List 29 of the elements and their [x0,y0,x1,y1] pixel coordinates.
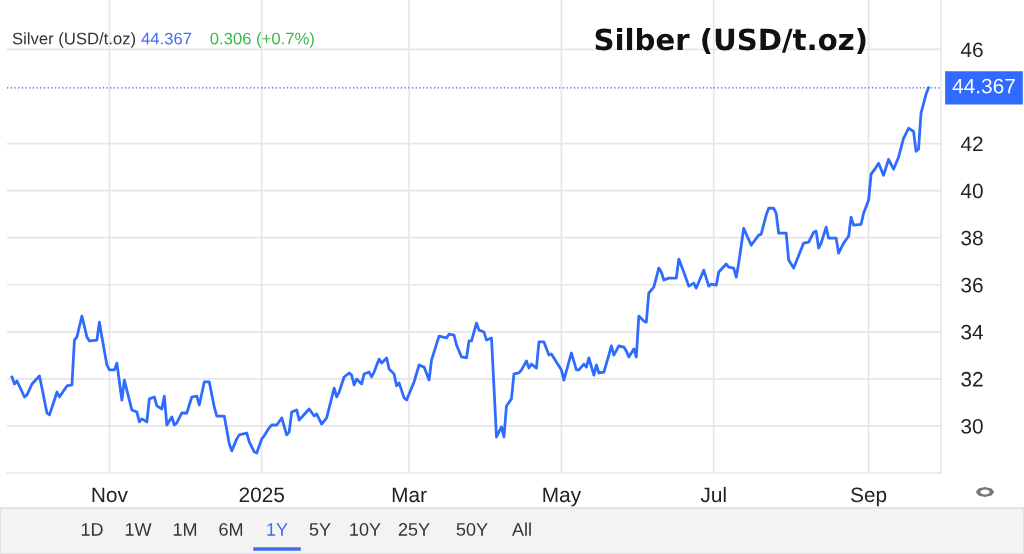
ref-line-label: 44.367 [952,78,1015,94]
text: 1D [81,523,103,536]
annotation: 0.306 (+0.7%) [210,32,314,48]
x-tick-label: 2025 [239,487,285,503]
y-tick-label: 40 [960,183,983,199]
text: 1W [125,523,152,536]
annotation: Silver (USD/t.oz) [12,32,136,48]
y-tick-label: 42 [960,136,983,152]
y-tick-label: 30 [961,418,983,434]
annotation: 44.367 [141,32,192,45]
x-tick-label: May [543,487,582,507]
y-tick-label: 46 [960,42,983,58]
y-tick-label: 32 [961,371,983,387]
x-tick-label: Nov [92,487,128,503]
y-tick-label: 38 [961,230,983,246]
text: 10Y [350,523,381,536]
x-tick-label: Mar [392,487,427,503]
text: 1M [173,523,197,536]
text: 6M [219,523,243,536]
y-tick-label: 36 [961,277,983,293]
text: 5Y [309,523,331,536]
text: 50Y [456,523,488,536]
x-tick-label: Sep [850,487,887,507]
text: All [512,522,531,536]
text: 1Y [267,523,288,536]
x-tick-label: Jul [700,486,726,503]
text: Silber (USD/t.oz) [595,27,866,54]
y-tick-label: 34 [961,324,984,340]
text: 25Y [398,523,430,536]
